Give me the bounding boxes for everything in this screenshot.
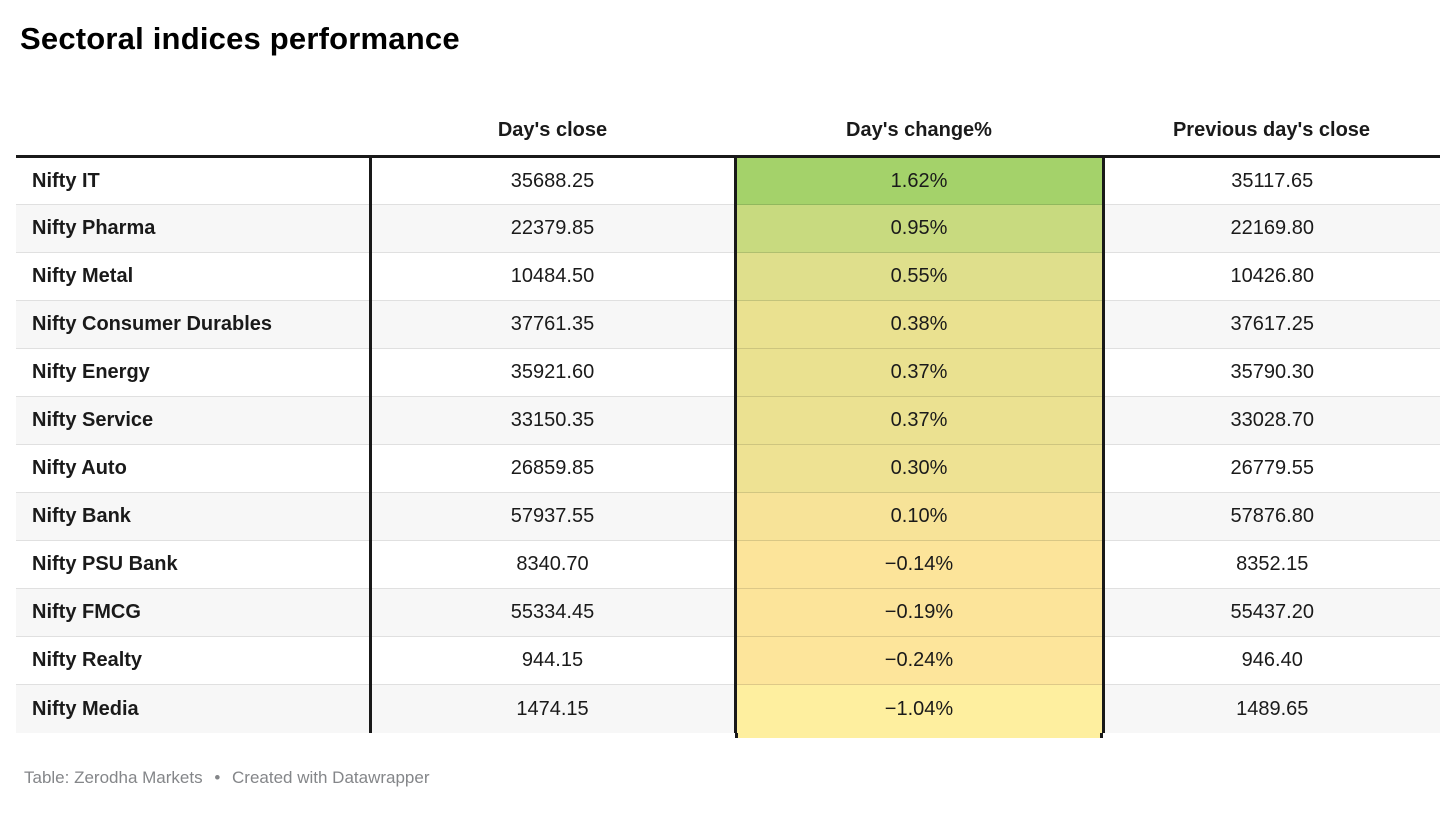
- table-row: Nifty Metal 10484.50 0.55% 10426.80: [16, 252, 1440, 301]
- attribution-text: Created with Datawrapper: [232, 767, 430, 787]
- days-change-cell: 1.62%: [733, 156, 1105, 205]
- days-close-cell: 8340.70: [368, 540, 735, 589]
- table-row: Nifty Auto 26859.85 0.30% 26779.55: [16, 444, 1440, 493]
- table-row: Nifty Energy 35921.60 0.37% 35790.30: [16, 348, 1440, 397]
- row-label: Nifty Metal: [16, 252, 370, 301]
- days-close-cell: 10484.50: [368, 252, 735, 301]
- header-row: Day's close Day's change% Previous day's…: [16, 58, 1440, 159]
- table-row: Nifty Consumer Durables 37761.35 0.38% 3…: [16, 300, 1440, 349]
- sectoral-indices-table: Day's close Day's change% Previous day's…: [16, 58, 1440, 733]
- days-close-cell: 26859.85: [368, 444, 735, 493]
- row-label: Nifty IT: [32, 169, 100, 192]
- days-change-cell: 0.30%: [733, 444, 1105, 493]
- days-close-cell: 35921.60: [368, 348, 735, 397]
- corner-header: [16, 58, 370, 159]
- days-close-cell: 57937.55: [368, 492, 735, 541]
- row-label: Nifty Bank: [16, 492, 370, 541]
- col-header-days-change: Day's change%: [735, 58, 1103, 159]
- prev-close-cell: 55437.20: [1103, 588, 1440, 637]
- prev-close-cell: 22169.80: [1103, 204, 1440, 253]
- source-text: Table: Zerodha Markets: [24, 767, 203, 787]
- days-close-cell: 37761.35: [368, 300, 735, 349]
- prev-close-cell: 946.40: [1103, 636, 1440, 685]
- prev-close-cell: 35117.65: [1231, 169, 1314, 192]
- table-footer: Table: Zerodha Markets • Created with Da…: [24, 768, 1440, 788]
- table-row: Nifty PSU Bank 8340.70 −0.14% 8352.15: [16, 540, 1440, 589]
- days-change-cell: 0.10%: [733, 492, 1105, 541]
- page-title: Sectoral indices performance: [20, 21, 460, 56]
- days-close-cell: 22379.85: [368, 204, 735, 253]
- table-row: Nifty Service 33150.35 0.37% 33028.70: [16, 396, 1440, 445]
- days-change-cell: −0.14%: [733, 540, 1105, 589]
- table-row: Nifty Media 1474.15 −1.04% 1489.65: [16, 684, 1440, 733]
- col-header-prev-close: Previous day's close: [1103, 58, 1440, 159]
- days-change-cell: −1.04%: [733, 684, 1105, 733]
- days-close-cell: 55334.45: [368, 588, 735, 637]
- row-label: Nifty PSU Bank: [16, 540, 370, 589]
- days-close-cell: 944.15: [368, 636, 735, 685]
- days-change-cell: 0.37%: [733, 396, 1105, 445]
- table-row: Nifty Pharma 22379.85 0.95% 22169.80: [16, 204, 1440, 253]
- row-label: Nifty Energy: [16, 348, 370, 397]
- prev-close-cell: 33028.70: [1103, 396, 1440, 445]
- row-label: Nifty Service: [16, 396, 370, 445]
- row-label: Nifty Media: [16, 684, 370, 733]
- prev-close-cell: 37617.25: [1103, 300, 1440, 349]
- prev-close-cell: 1489.65: [1103, 684, 1440, 733]
- footer-separator: •: [214, 767, 221, 787]
- days-close-cell: 33150.35: [368, 396, 735, 445]
- row-label: Nifty Consumer Durables: [16, 300, 370, 349]
- prev-close-cell: 57876.80: [1103, 492, 1440, 541]
- table-row: Nifty IT 35688.25 1.62% 35117.65: [16, 156, 1440, 205]
- prev-close-cell: 10426.80: [1103, 252, 1440, 301]
- prev-close-cell: 35790.30: [1103, 348, 1440, 397]
- prev-close-cell: 26779.55: [1103, 444, 1440, 493]
- row-label: Nifty FMCG: [16, 588, 370, 637]
- days-change-cell: −0.19%: [733, 588, 1105, 637]
- days-change-cell: 0.37%: [733, 348, 1105, 397]
- days-close-cell: 35688.25: [368, 156, 735, 205]
- row-label: Nifty Realty: [16, 636, 370, 685]
- col-header-days-close: Day's close: [370, 58, 735, 159]
- days-change-cell: 0.38%: [733, 300, 1105, 349]
- table-row: Nifty Realty 944.15 −0.24% 946.40: [16, 636, 1440, 685]
- table-row: Nifty FMCG 55334.45 −0.19% 55437.20: [16, 588, 1440, 637]
- days-change-cell: −0.24%: [733, 636, 1105, 685]
- row-label: Nifty Pharma: [16, 204, 370, 253]
- chart-container: Sectoral indices performance Day's close…: [16, 21, 1440, 788]
- days-close-cell: 1474.15: [368, 684, 735, 733]
- days-change-cell: 0.95%: [733, 204, 1105, 253]
- days-change-cell: 0.55%: [733, 252, 1105, 301]
- change-column-overhang: [735, 732, 1103, 738]
- prev-close-cell: 8352.15: [1103, 540, 1440, 589]
- table-row: Nifty Bank 57937.55 0.10% 57876.80: [16, 492, 1440, 541]
- row-label: Nifty Auto: [16, 444, 370, 493]
